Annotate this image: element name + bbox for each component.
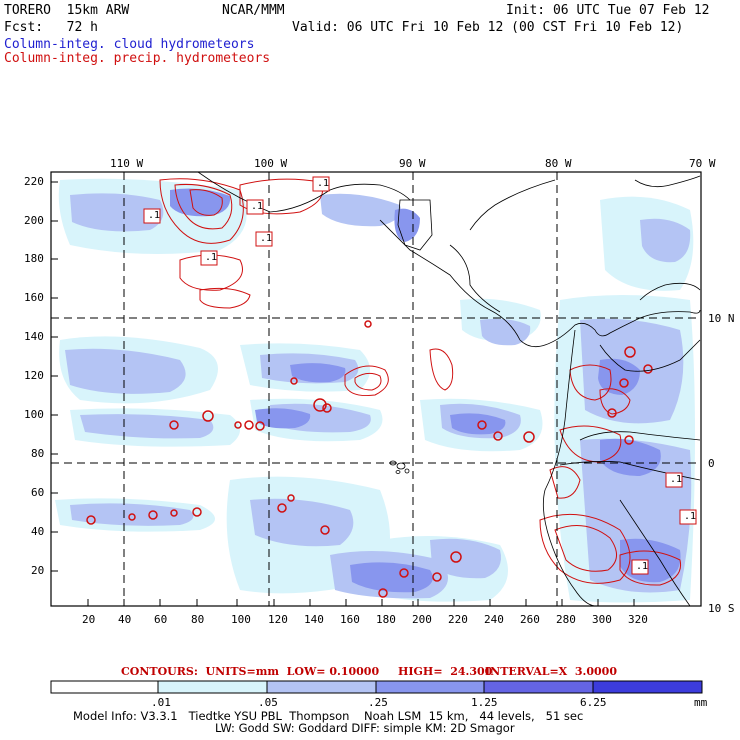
contour-label-boxes (143, 176, 697, 575)
map-plot-area (55, 172, 701, 606)
model-info-line2: LW: Godd SW: Goddard DIFF: simple KM: 2D… (215, 721, 515, 735)
contour-box-label: .1 (260, 233, 273, 244)
field-cloud-label: Column-integ. cloud hydrometeors (4, 37, 255, 52)
x-tick: 160 (340, 613, 360, 626)
init-time: Init: 06 UTC Tue 07 Feb 12 (506, 3, 710, 18)
model-title: TORERO 15km ARW (4, 3, 130, 18)
field-precip-label: Column-integ. precip. hydrometeors (4, 51, 271, 66)
x-tick: 240 (484, 613, 504, 626)
contours-high: HIGH= 24.300 (398, 665, 493, 678)
lat-label-0: 0 (708, 457, 715, 470)
y-tick: 40 (31, 525, 45, 538)
lat-label-10s: 10 S (708, 602, 735, 615)
x-tick: 280 (556, 613, 576, 626)
y-tick: 60 (31, 486, 45, 499)
x-tick: 180 (376, 613, 396, 626)
x-tick: 200 (412, 613, 432, 626)
y-tick: 220 (24, 175, 44, 188)
x-tick: 320 (628, 613, 648, 626)
contours-interval: INTERVAL=X 3.0000 (485, 665, 617, 678)
colorbar-label: .25 (368, 696, 388, 709)
lon-label-90w: 90 W (399, 157, 426, 170)
valid-time: Valid: 06 UTC Fri 10 Feb 12 (00 CST Fri … (292, 20, 684, 35)
center-name: NCAR/MMM (222, 3, 285, 18)
axis-ticks (51, 181, 635, 606)
contour-box-label: .1 (148, 210, 161, 221)
x-tick: 120 (268, 613, 288, 626)
contour-box-label: .1 (684, 511, 697, 522)
y-tick: 120 (24, 369, 44, 382)
y-tick: 100 (24, 408, 44, 421)
lon-label-110w: 110 W (110, 157, 144, 170)
precip-cells (86, 320, 653, 598)
colorbar-label: .05 (258, 696, 278, 709)
galapagos-islands (389, 460, 410, 474)
x-tick: 300 (592, 613, 612, 626)
model-info-line1: Model Info: V3.3.1 Tiedtke YSU PBL Thomp… (73, 709, 584, 723)
contour-box-label: .1 (205, 252, 218, 263)
map-frame (50, 171, 702, 607)
x-tick: 60 (154, 613, 168, 626)
lon-label-100w: 100 W (254, 157, 288, 170)
x-tick: 220 (448, 613, 468, 626)
y-tick: 160 (24, 291, 44, 304)
coastlines (197, 172, 701, 606)
y-tick: 20 (31, 564, 45, 577)
lon-label-70w: 70 W (689, 157, 716, 170)
y-tick: 80 (31, 447, 45, 460)
lon-label-80w: 80 W (545, 157, 572, 170)
colorbar (50, 680, 703, 694)
x-tick: 20 (82, 613, 96, 626)
colorbar-units: mm (694, 696, 708, 709)
colorbar-label: 1.25 (471, 696, 498, 709)
y-tick: 180 (24, 252, 44, 265)
cloud-shading-mid (170, 188, 681, 593)
lat-label-10n: 10 N (708, 312, 735, 325)
x-tick: 140 (304, 613, 324, 626)
colorbar-label: 6.25 (580, 696, 607, 709)
x-tick: 100 (231, 613, 251, 626)
contour-box-label: .1 (317, 178, 330, 189)
x-tick: 40 (118, 613, 132, 626)
y-tick: 200 (24, 214, 44, 227)
contours-info: CONTOURS: UNITS=mm LOW= 0.10000 (121, 665, 380, 678)
contour-box-label: .1 (636, 561, 649, 572)
forecast-hour: Fcst: 72 h (4, 20, 98, 35)
contour-box-label: .1 (251, 201, 264, 212)
colorbar-label: .01 (151, 696, 171, 709)
x-tick: 260 (520, 613, 540, 626)
contour-box-label: .1 (670, 474, 683, 485)
y-tick: 140 (24, 330, 44, 343)
x-tick: 80 (191, 613, 205, 626)
